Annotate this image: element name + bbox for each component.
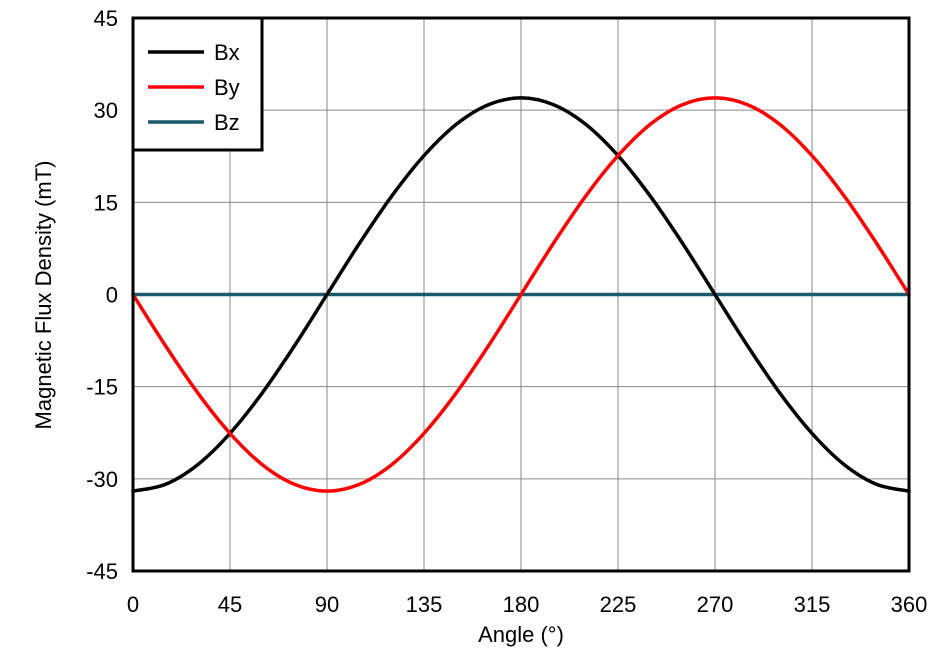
y-tick-label: 0 <box>106 283 118 308</box>
y-axis-title: Magnetic Flux Density (mT) <box>31 161 56 430</box>
plot-frame <box>131 16 911 573</box>
x-tick-label: 360 <box>891 592 928 617</box>
y-tick-label: -15 <box>86 375 118 400</box>
x-tick-label: 90 <box>315 592 339 617</box>
legend: Bx By Bz <box>131 16 264 152</box>
x-tick-label: 315 <box>794 592 831 617</box>
series-line-bx <box>131 96 911 493</box>
legend-box <box>131 16 264 152</box>
x-tick-label: 45 <box>218 592 242 617</box>
x-tick-label: 135 <box>406 592 443 617</box>
series-lines <box>131 96 911 493</box>
y-tick-label: 45 <box>94 6 118 31</box>
legend-label-by: By <box>214 75 240 100</box>
y-tick-label: 15 <box>94 190 118 215</box>
x-tick-label: 270 <box>697 592 734 617</box>
series-line-by <box>131 96 911 493</box>
legend-label-bx: Bx <box>214 40 240 65</box>
y-tick-label: 30 <box>94 98 118 123</box>
x-tick-label: 225 <box>600 592 637 617</box>
x-tick-label: 0 <box>127 592 139 617</box>
tick-labels: 0 45 90 135 180 225 270 315 360 45 30 15 0 -15 -30 -45 <box>86 6 927 617</box>
x-axis-title: Angle (°) <box>478 622 564 647</box>
y-tick-label: -30 <box>86 467 118 492</box>
x-tick-label: 180 <box>503 592 540 617</box>
y-tick-label: -45 <box>86 559 118 584</box>
legend-label-bz: Bz <box>214 110 240 135</box>
